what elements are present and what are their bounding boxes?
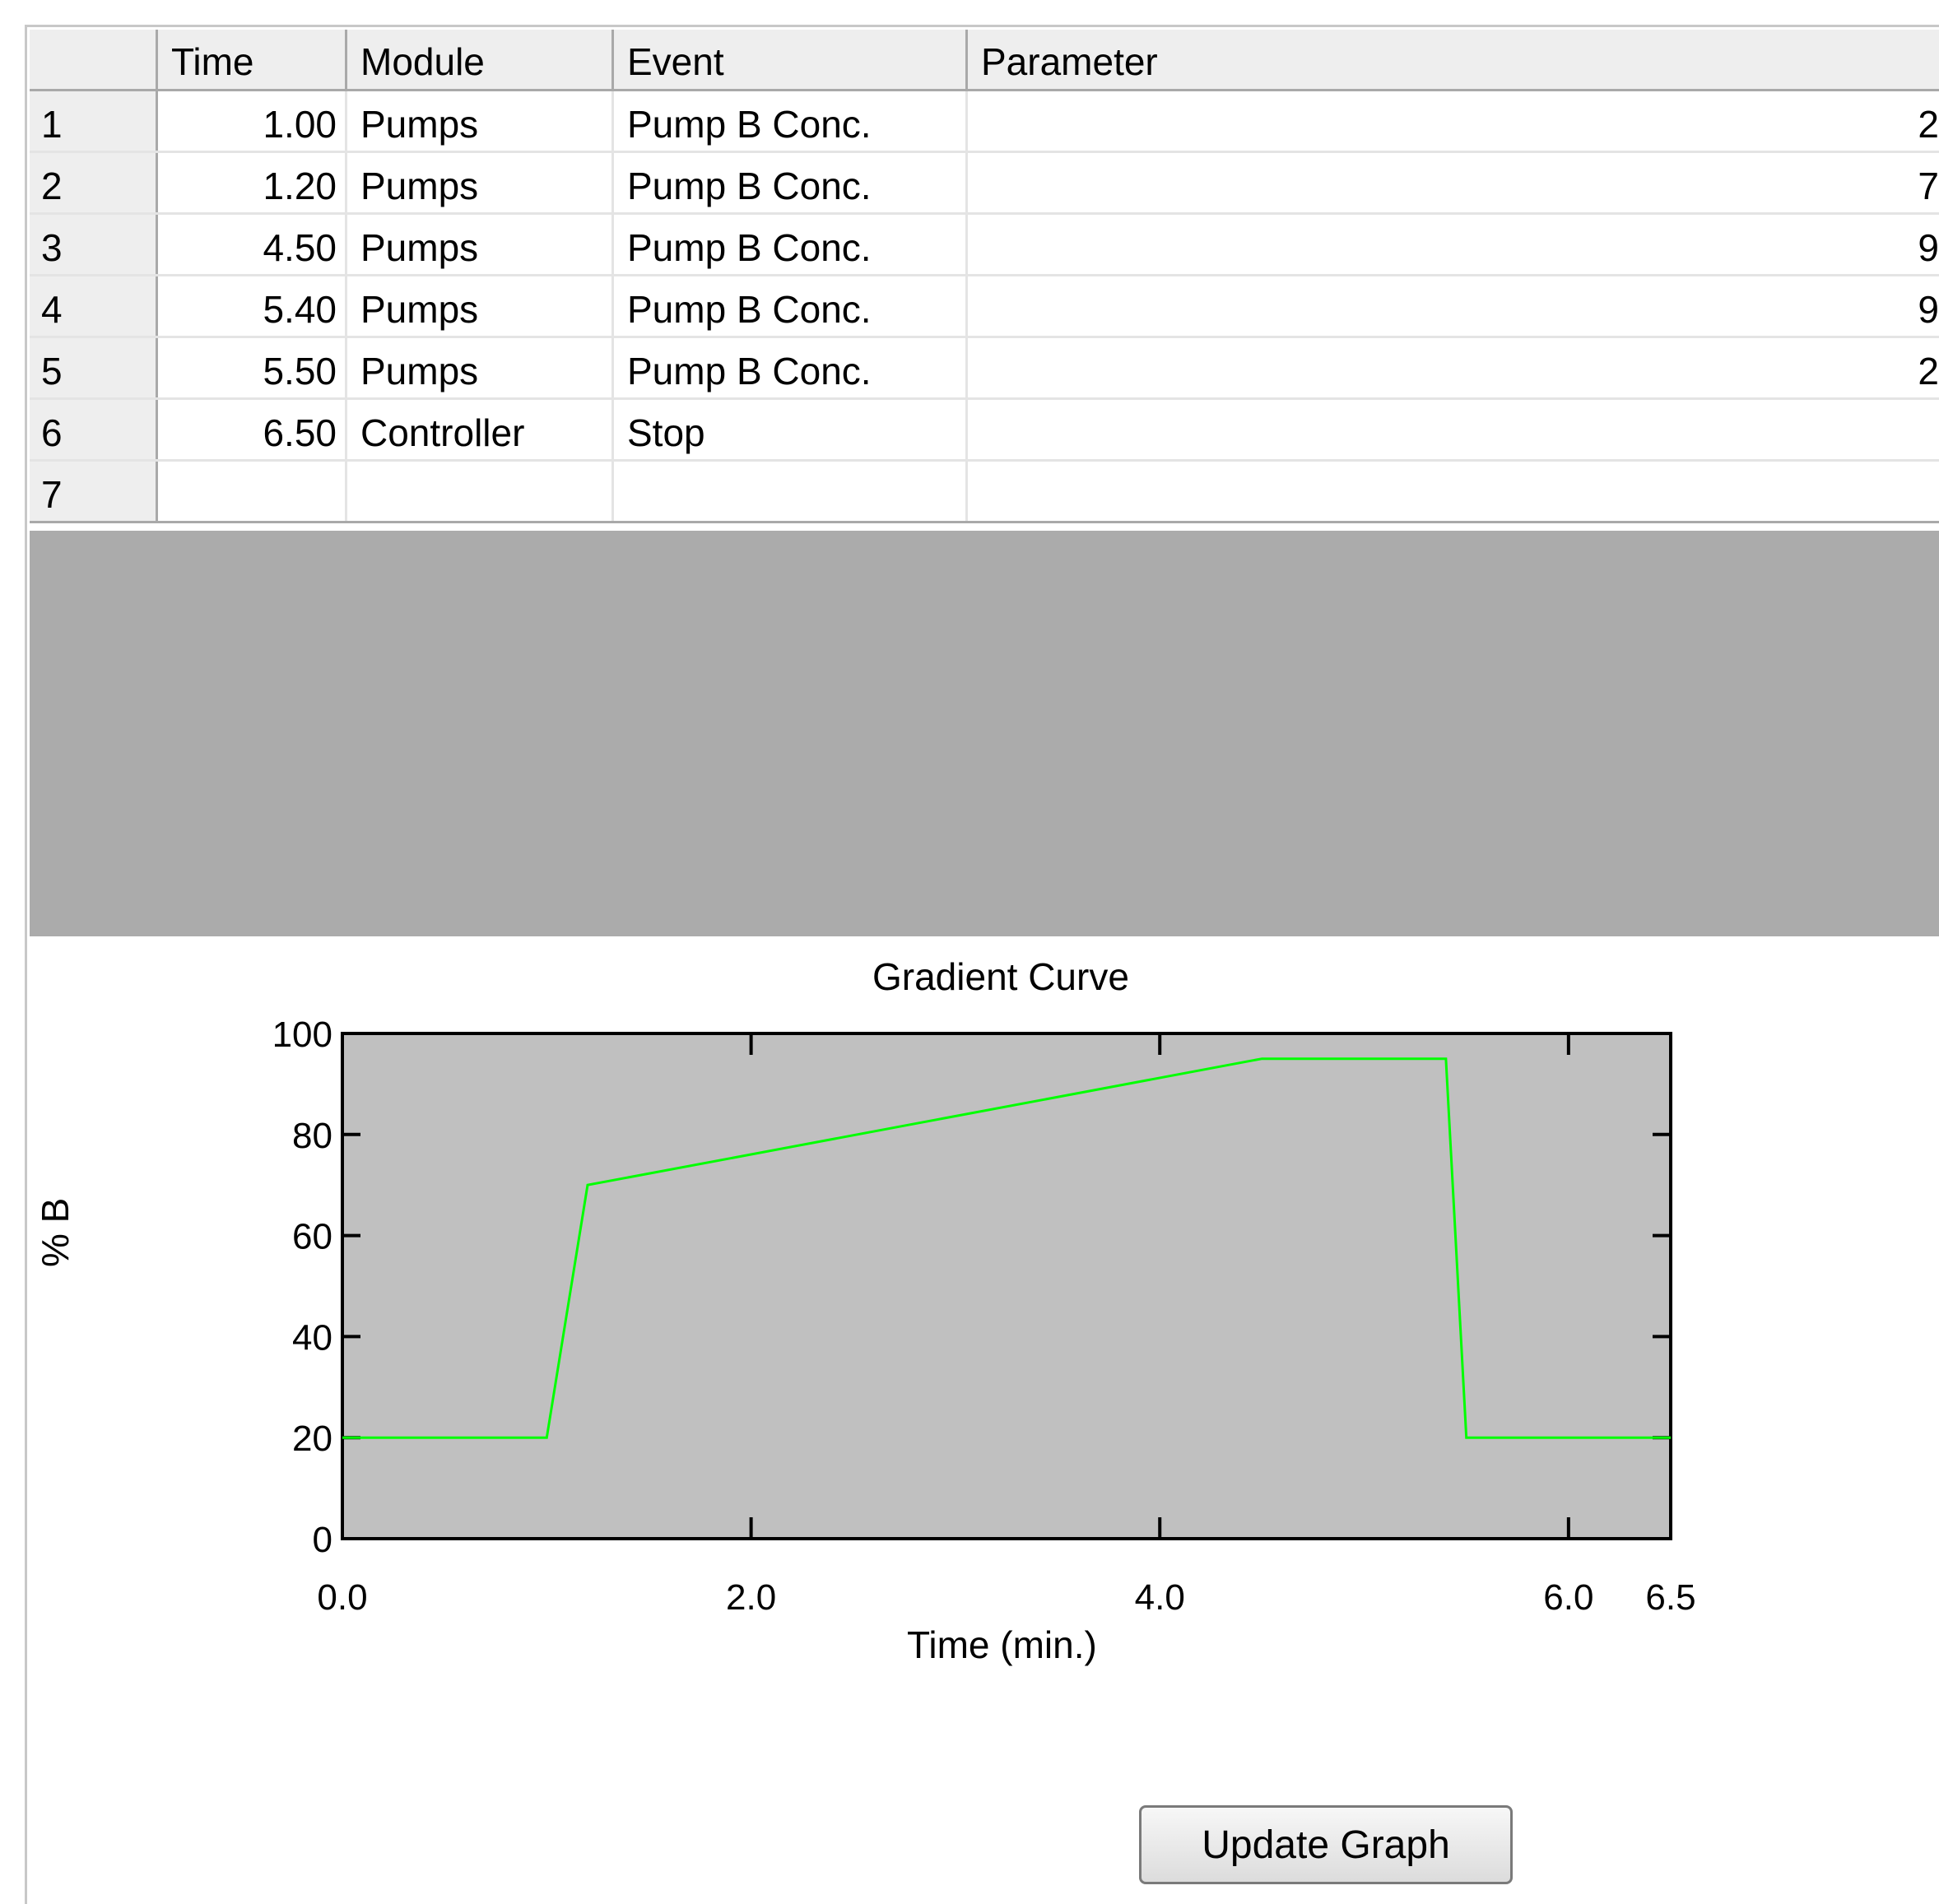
y-tick-label: 0	[313, 1520, 332, 1560]
row-number[interactable]: 4	[30, 276, 158, 336]
time-cell[interactable]: 5.50	[158, 338, 347, 397]
table-row[interactable]: 2 1.20 Pumps Pump B Conc. 7	[30, 153, 1939, 215]
event-cell[interactable]: Pump B Conc.	[614, 91, 968, 151]
module-cell[interactable]: Controller	[347, 400, 614, 459]
top-border	[25, 25, 1939, 27]
row-number[interactable]: 7	[30, 462, 158, 521]
module-cell[interactable]: Pumps	[347, 153, 614, 212]
x-tick-label: 0.0	[317, 1577, 367, 1618]
left-border	[25, 25, 27, 1904]
plot-area	[341, 1032, 1672, 1540]
update-graph-button[interactable]: Update Graph	[1139, 1805, 1513, 1884]
x-tick-label: 6.5	[1645, 1577, 1695, 1618]
header-row: Time Module Event Parameter	[30, 30, 1939, 91]
time-cell[interactable]: 6.50	[158, 400, 347, 459]
header-module[interactable]: Module	[347, 30, 614, 89]
y-tick-label: 100	[272, 1015, 332, 1055]
parameter-cell[interactable]	[968, 462, 1939, 521]
y-tick-label: 40	[292, 1317, 332, 1358]
table-row[interactable]: 3 4.50 Pumps Pump B Conc. 9	[30, 215, 1939, 276]
row-number[interactable]: 6	[30, 400, 158, 459]
table-row[interactable]: 7	[30, 462, 1939, 523]
header-corner	[30, 30, 158, 89]
parameter-cell[interactable]: 9	[1918, 226, 1939, 269]
parameter-cell[interactable]: 9	[1918, 288, 1939, 331]
row-number[interactable]: 1	[30, 91, 158, 151]
table-row[interactable]: 5 5.50 Pumps Pump B Conc. 2	[30, 338, 1939, 400]
module-cell[interactable]: Pumps	[347, 338, 614, 397]
time-cell[interactable]: 1.20	[158, 153, 347, 212]
event-cell[interactable]: Pump B Conc.	[614, 153, 968, 212]
gradient-curve-chart: 0 20 40 60 80 100 0.0 2.0 4.0 6.0 6.5	[272, 1015, 1696, 1618]
event-cell[interactable]: Pump B Conc.	[614, 338, 968, 397]
y-tick-label: 20	[292, 1419, 332, 1459]
time-cell[interactable]: 1.00	[158, 91, 347, 151]
header-parameter[interactable]: Parameter	[981, 40, 1158, 83]
row-number[interactable]: 3	[30, 215, 158, 274]
table-row[interactable]: 4 5.40 Pumps Pump B Conc. 9	[30, 276, 1939, 338]
time-cell[interactable]	[158, 462, 347, 521]
y-tick-label: 80	[292, 1116, 332, 1156]
timetable-grid[interactable]: Time Module Event Parameter 1 1.00 Pumps…	[30, 30, 1939, 531]
event-cell[interactable]: Pump B Conc.	[614, 215, 968, 274]
chart-title: Gradient Curve	[872, 955, 1129, 998]
x-axis-label: Time (min.)	[907, 1623, 1097, 1666]
ticks-layer: 0 20 40 60 80 100 0.0 2.0 4.0 6.0 6.5	[272, 1015, 1696, 1618]
parameter-cell[interactable]: 2	[1918, 350, 1939, 392]
parameter-cell[interactable]: 2	[1918, 103, 1939, 146]
header-time[interactable]: Time	[158, 30, 347, 89]
series-line	[342, 1057, 1671, 1439]
row-number[interactable]: 2	[30, 153, 158, 212]
header-event[interactable]: Event	[614, 30, 968, 89]
parameter-cell[interactable]	[968, 400, 1939, 459]
module-cell[interactable]: Pumps	[347, 215, 614, 274]
module-cell[interactable]: Pumps	[347, 276, 614, 336]
x-tick-label: 6.0	[1543, 1577, 1593, 1618]
x-tick-label: 2.0	[726, 1577, 776, 1618]
row-number[interactable]: 5	[30, 338, 158, 397]
time-cell[interactable]: 5.40	[158, 276, 347, 336]
y-tick-label: 60	[292, 1217, 332, 1257]
x-tick-label: 4.0	[1135, 1577, 1185, 1618]
time-cell[interactable]: 4.50	[158, 215, 347, 274]
event-cell[interactable]: Stop	[614, 400, 968, 459]
table-row[interactable]: 6 6.50 Controller Stop	[30, 400, 1939, 462]
module-cell[interactable]: Pumps	[347, 91, 614, 151]
module-cell[interactable]	[347, 462, 614, 521]
grid-empty-area	[30, 531, 1939, 936]
table-row[interactable]: 1 1.00 Pumps Pump B Conc. 2	[30, 91, 1939, 153]
event-cell[interactable]	[614, 462, 968, 521]
event-cell[interactable]: Pump B Conc.	[614, 276, 968, 336]
parameter-cell[interactable]: 7	[1918, 165, 1939, 207]
